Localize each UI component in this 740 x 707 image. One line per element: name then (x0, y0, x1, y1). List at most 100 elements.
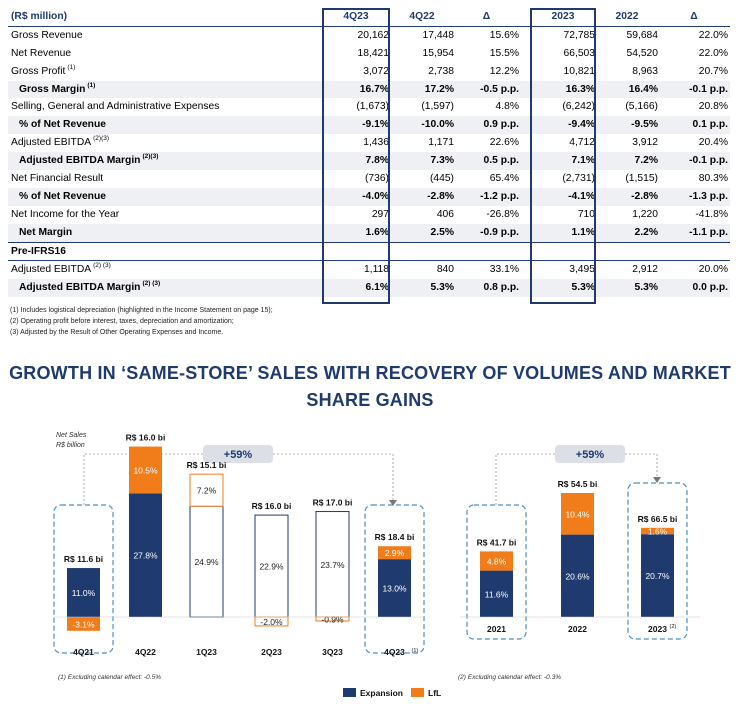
row-label: Gross Revenue (11, 27, 83, 45)
category-label: 4Q22 (135, 647, 156, 657)
bar-lfl (189, 473, 224, 507)
highlight-box-4q21 (53, 504, 114, 654)
table-cell: (5,166) (625, 101, 658, 113)
table-cell: -4.1% (568, 190, 595, 202)
bar-total-label: R$ 66.5 bi (638, 514, 678, 524)
table-cell: 66,503 (563, 47, 596, 59)
table-row: Gross Margin (1) 16.7% 17.2% -0.5 p.p. 16.3% 1… (8, 80, 730, 99)
growth-label: +59% (224, 449, 253, 461)
row-label: Net Financial Result (11, 170, 103, 188)
table-cell: -1.2 p.p. (480, 190, 519, 202)
table-row: % of Net Revenue -9.1% -10.0% 0.9 p.p. -9.4%… (8, 116, 730, 135)
table-cell: 80.3% (698, 173, 728, 185)
row-label-text: Gross Profit (11, 65, 66, 77)
bar-expansion (254, 514, 289, 618)
table-cell: 65.4% (489, 173, 519, 185)
table-cell: 4.8% (495, 101, 519, 113)
bar-expansion (561, 534, 594, 617)
table-row: Net Margin 1.6% 2.5% -0.9 p.p. 1.1% 2.2% -1.1 … (8, 223, 730, 242)
table-cell: 5.3% (430, 282, 454, 294)
category-label: 4Q23 (384, 647, 405, 657)
row-label-text: Pre-IFRS16 (11, 245, 66, 257)
table-row: Gross Revenue 20,162 17,448 15.6% 72,785 59,6… (8, 27, 730, 45)
row-label: Gross Profit (1) (11, 63, 75, 81)
data-label-lfl: 2.9% (385, 548, 405, 558)
table-cell: -0.5 p.p. (480, 83, 519, 95)
table-cell: 297 (371, 208, 389, 220)
row-label-text: Adjusted EBITDA (11, 264, 92, 276)
col-header-4q22: 4Q22 (409, 11, 435, 22)
table-cell: 10,821 (563, 65, 596, 77)
table-cell: -2.8% (631, 190, 658, 202)
table-cell: 16.4% (628, 83, 658, 95)
table-cell: 16.3% (565, 83, 595, 95)
data-label-expansion: 11.6% (485, 589, 509, 599)
table-cell: 710 (577, 208, 595, 220)
table-header-row: (R$ million) 4Q23 4Q22 Δ 2023 2022 Δ (8, 8, 730, 27)
data-label-expansion: 13.0% (382, 584, 407, 594)
data-label-lfl: 1.6% (648, 527, 668, 537)
bar-lfl (129, 446, 162, 494)
table-cell: 20,162 (357, 29, 390, 41)
table-cell: 7.1% (571, 155, 595, 167)
table-cell: 20.7% (698, 65, 728, 77)
row-label: Adjusted EBITDA Margin (2)(3) (19, 152, 158, 170)
table-cell: (1,515) (625, 173, 658, 185)
table-cell: 59,684 (626, 29, 659, 41)
bar-expansion (378, 559, 411, 617)
bar-lfl (378, 546, 411, 560)
table-cell: (445) (429, 173, 454, 185)
category-label: 2021 (487, 624, 506, 634)
row-label-text: Net Margin (19, 226, 73, 238)
table-cell: 15,954 (422, 47, 455, 59)
table-row: Adjusted EBITDA Margin (2) (3) 6.1% 5.3% 0.8… (8, 279, 730, 298)
row-label-text: Adjusted EBITDA Margin (19, 155, 141, 167)
table-cell: 8,963 (632, 65, 658, 77)
table-cell: -1.3 p.p. (689, 190, 728, 202)
bar-lfl (641, 527, 674, 535)
table-cell: 1,220 (632, 208, 658, 220)
legend-swatch-expansion (343, 688, 356, 697)
col-header-delta-y: Δ (690, 11, 698, 22)
table-row: % of Net Revenue -4.0% -2.8% -1.2 p.p. -4.1%… (8, 187, 730, 206)
bar-total-label: R$ 15.1 bi (187, 460, 227, 470)
row-label-footnote-ref: (2) (3) (142, 280, 161, 288)
row-label: Net Revenue (11, 45, 71, 63)
bar-total-label: R$ 18.4 bi (375, 532, 415, 542)
table-cell: 1,171 (428, 137, 454, 149)
growth-arrow-icon (389, 500, 397, 506)
row-label-text: Adjusted EBITDA Margin (19, 282, 141, 294)
footnote-1: (1) Includes logistical depreciation (hi… (10, 307, 273, 314)
bar-expansion (189, 505, 224, 618)
row-label: Gross Margin (1) (19, 81, 95, 99)
category-label: 2Q23 (261, 647, 282, 657)
table-cell: -26.8% (486, 208, 519, 220)
bar-lfl (67, 617, 100, 631)
table-cell: (6,242) (562, 101, 595, 113)
row-label-footnote-ref: (1) (87, 81, 96, 89)
table-cell: 0.1 p.p. (692, 119, 728, 131)
row-label: Adjusted EBITDA (2)(3) (11, 134, 109, 152)
table-cell: 16.7% (359, 83, 389, 95)
table-cell: -10.0% (421, 119, 454, 131)
growth-arrow-icon (653, 477, 661, 483)
table-cell: -41.8% (695, 208, 728, 220)
row-label-footnote-ref: (2)(3) (142, 153, 159, 161)
table-cell: -2.8% (427, 190, 454, 202)
bar-total-label: R$ 54.5 bi (558, 479, 598, 489)
table-cell: 22.0% (698, 29, 728, 41)
table-row: Net Income for the Year 297 406 -26.8% 710 1,… (8, 206, 730, 224)
row-label-text: % of Net Revenue (19, 190, 106, 202)
row-label-footnote-ref: (2)(3) (93, 135, 110, 143)
table-cell: -9.4% (568, 119, 595, 131)
table-cell: 1,118 (363, 264, 389, 276)
table-row: Pre-IFRS16 (8, 241, 730, 262)
row-label: Selling, General and Administrative Expe… (11, 98, 219, 116)
chart-footnote: (1) Excluding calendar effect: -0.5% (58, 674, 161, 681)
data-label-expansion: 27.8% (133, 551, 158, 561)
table-cell: 1,436 (363, 137, 389, 149)
data-label-lfl: -0.9% (321, 615, 344, 625)
table-cell: 5.3% (634, 282, 658, 294)
table-cell: 4,712 (569, 137, 595, 149)
table-cell: 0.0 p.p. (692, 282, 728, 294)
